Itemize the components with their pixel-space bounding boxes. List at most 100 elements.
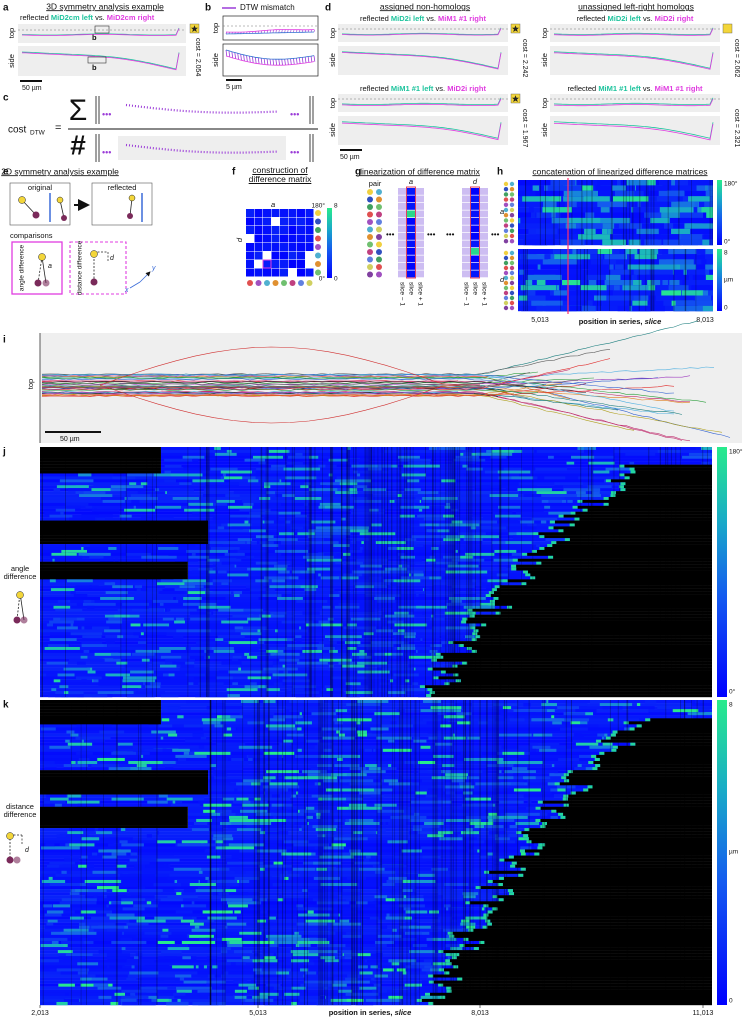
heat-cell [565,724,587,728]
heat-cell [283,840,309,844]
panel-title: 3D symmetry analysis example [46,1,164,11]
heat-cell [498,782,528,786]
mismatch-line [296,29,298,33]
masked [436,658,712,662]
heat-cell [122,1001,157,1006]
heat-cell [487,815,524,820]
heat-cell [273,861,283,865]
masked [40,452,161,457]
heat-cell [499,834,509,838]
heat-cell [91,925,125,929]
heat-cell [384,614,415,618]
heat-cell [452,831,461,835]
pair-dot [315,227,321,233]
heat-cell [405,965,425,969]
pair-dot [509,250,515,256]
heat-cell [434,652,437,657]
heat-cell [424,822,439,826]
matrix-cell [288,260,297,268]
matrix-cell [254,243,263,251]
heat-cell [308,822,338,826]
heat-cell [375,870,396,875]
heat-cell [240,956,263,960]
heat-cell [46,794,67,798]
heat-cell [211,812,224,817]
heat-cell [303,989,308,993]
strip-cell [398,270,406,278]
heat-cell [210,547,240,551]
heat-row [518,234,713,240]
heat-cell [405,922,419,926]
heat-cell [257,688,267,692]
heat-cell [436,748,449,753]
heat-row [40,916,488,920]
heat-cell [513,788,541,792]
neuron-trace [553,123,714,141]
heat-cell [119,883,154,887]
masked [468,937,712,942]
masked [40,712,161,716]
heat-cell [392,928,397,932]
masked [526,582,712,586]
heat-cell [323,461,355,465]
heat-cell [548,555,554,559]
heat-cell [705,274,713,281]
masked [599,757,712,762]
heat-cell [417,514,444,518]
heat-cell [385,579,421,583]
heat-cell [67,505,81,509]
heat-cell [423,959,434,963]
heat-cell [656,212,680,219]
heat-cell [170,608,197,612]
heat-cell [242,800,251,804]
heat-cell [510,864,516,868]
heat-row [40,837,529,841]
heat-cell [262,544,279,548]
heat-cell [98,995,112,1000]
masked [40,573,188,577]
pair-dot [509,233,515,239]
heat-cell [330,552,343,557]
heat-cell [161,470,165,474]
heat-cell [562,797,568,801]
heat-cell [400,647,425,651]
heat-cell [403,907,412,911]
heat-cell [397,494,402,498]
masked [514,892,712,896]
heat-cell [319,797,323,801]
heat-cell [76,724,112,728]
heat-cell [535,818,541,822]
heat-cell [350,591,354,595]
heat-cell [359,986,377,990]
heat-cell [472,867,495,871]
heat-cell [475,635,481,639]
mismatch-line [269,29,271,34]
heat-cell [368,538,405,542]
heat-cell [432,754,454,759]
heat-cell [374,974,388,978]
heat-cell [648,709,683,713]
masked [453,641,712,645]
masked [486,623,712,627]
heat-cell [406,558,422,562]
heat-cell [130,623,141,627]
heat-cell [495,840,516,844]
heat-row [40,605,513,609]
heat-cell [198,567,213,571]
heat-cell [465,916,488,920]
heat-cell [276,649,284,654]
neuron-trace [41,375,691,386]
strip-cell [462,248,470,255]
strip-cell [416,195,424,203]
heat-cell [309,889,343,893]
heat-cell [202,721,221,725]
heat-cell [355,558,389,562]
heat-cell [133,505,136,509]
heat-cell [55,508,76,512]
heat-cell [198,870,203,875]
masked [610,479,712,483]
heat-cell [427,730,437,734]
heat-cell [192,511,200,515]
heat-cell [113,843,144,847]
heat-cell [418,694,432,698]
